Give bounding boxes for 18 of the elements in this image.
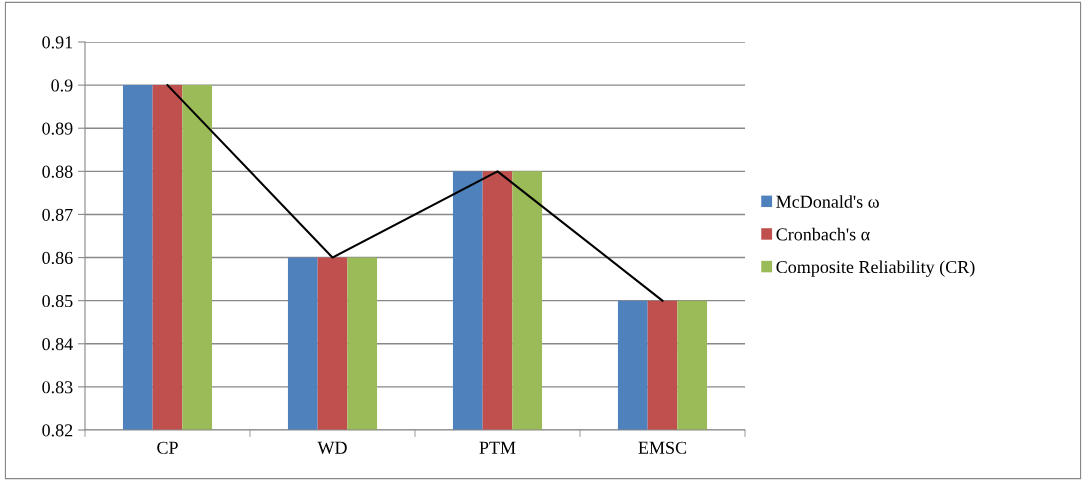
x-tick-label: WD (317, 441, 347, 454)
y-tick-label: 0.89 (42, 122, 73, 135)
legend-label: Composite Reliability (CR) (776, 260, 975, 277)
x-tick-label: CP (157, 441, 178, 454)
x-tick-label: PTM (479, 441, 516, 454)
y-tick-label: 0.85 (42, 294, 73, 308)
legend-label: Cronbach's α (776, 227, 870, 241)
y-tick-label: 0.88 (42, 165, 73, 178)
y-tick-label: 0.9 (51, 79, 73, 92)
line-series (166, 84, 664, 302)
y-tick-label: 0.84 (42, 338, 73, 351)
legend-label: McDonald's ω (776, 195, 879, 208)
y-tick-label: 0.83 (42, 381, 73, 394)
y-tick-label: 0.86 (42, 251, 73, 265)
x-tick-label: EMSC (638, 441, 687, 454)
y-tick-label: 0.82 (42, 424, 73, 437)
y-tick-label: 0.87 (42, 208, 73, 221)
y-tick-label: 0.91 (42, 36, 73, 49)
